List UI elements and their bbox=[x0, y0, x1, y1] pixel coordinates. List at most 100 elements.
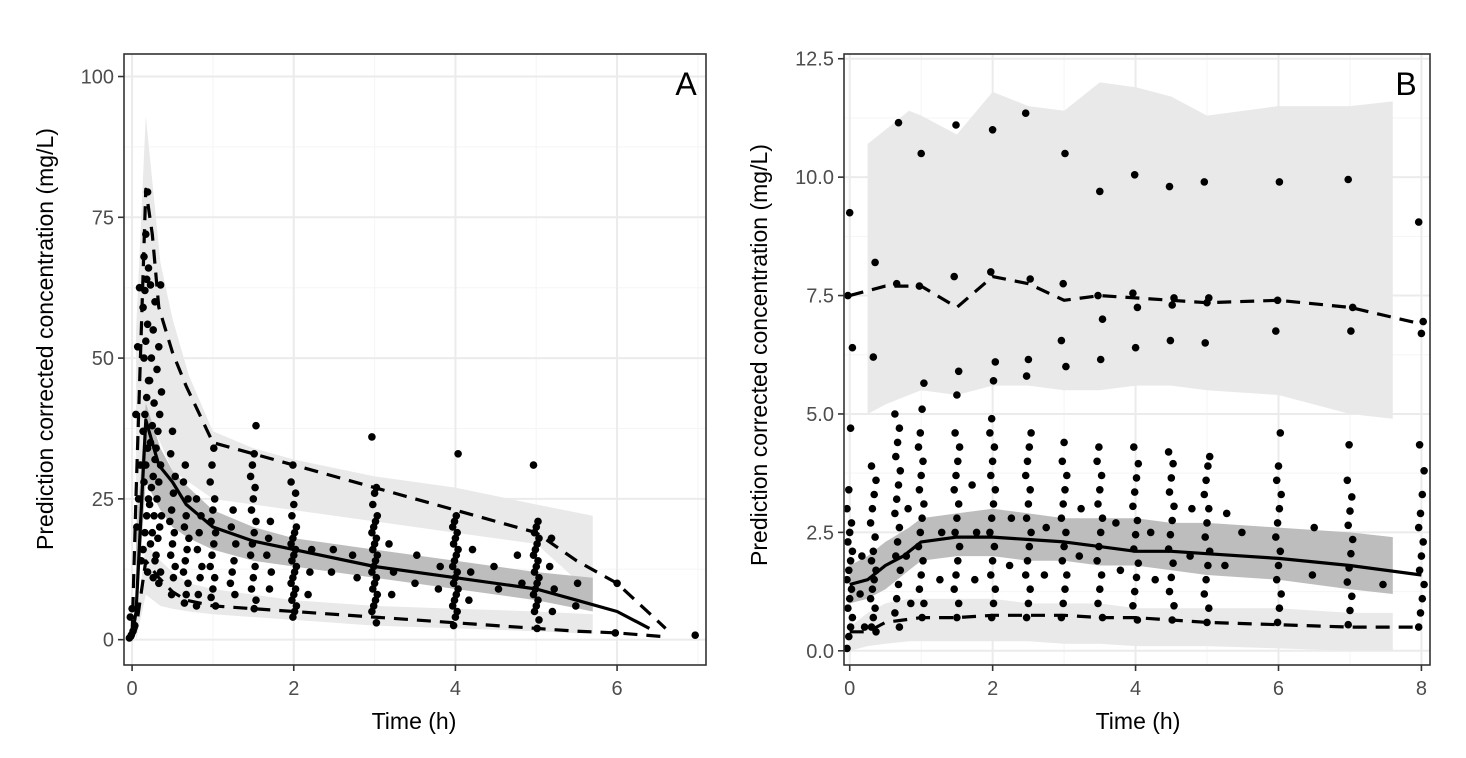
panel-b-data-point bbox=[895, 523, 904, 532]
panel-a-data-point bbox=[249, 573, 258, 582]
panel-b-data-point bbox=[1200, 178, 1209, 186]
panel-b-data-point bbox=[1414, 523, 1423, 532]
panel-a-band-1-median bbox=[136, 403, 593, 623]
panel-b-data-point bbox=[918, 405, 926, 414]
panel-a-data-point bbox=[327, 568, 336, 576]
panel-b-data-point bbox=[1062, 528, 1070, 537]
panel-b-data-point bbox=[1131, 343, 1140, 352]
panel-a-data-point bbox=[147, 354, 156, 362]
panel-b-data-point bbox=[845, 632, 853, 641]
panel-b-data-point bbox=[989, 599, 998, 608]
panel-b-band-2-outer bbox=[849, 598, 1393, 651]
panel-a-data-point bbox=[373, 512, 382, 520]
panel-b-data-point bbox=[896, 566, 905, 575]
panel-a-data-point bbox=[144, 264, 153, 272]
panel-a-data-point bbox=[246, 551, 255, 559]
panel-b-data-point bbox=[1277, 590, 1285, 598]
panel-b-data-point bbox=[1343, 578, 1352, 586]
panel-b-data-point bbox=[915, 486, 924, 494]
panel-b-data-point bbox=[951, 429, 959, 437]
panel-b-data-point bbox=[1024, 355, 1033, 364]
panel-b-data-point bbox=[1112, 519, 1120, 527]
panel-a-data-layer bbox=[125, 115, 699, 642]
panel-b-data-point bbox=[846, 623, 855, 631]
panel-b-data-point bbox=[1420, 580, 1428, 589]
panel-b-data-point bbox=[895, 623, 904, 631]
panel-b-x-tick-label: 0 bbox=[844, 678, 855, 700]
panel-a-data-point bbox=[434, 585, 443, 593]
panel-b-data-point bbox=[858, 552, 866, 560]
panel-b-data-point bbox=[847, 519, 856, 527]
panel-a-data-point bbox=[611, 629, 620, 637]
panel-a-data-point bbox=[171, 472, 179, 481]
panel-a-data-point bbox=[149, 573, 157, 582]
panel-b-data-point bbox=[1023, 457, 1032, 466]
panel-a-data-point bbox=[306, 568, 314, 576]
panel-b-data-point bbox=[891, 410, 899, 418]
panel-a-data-point bbox=[290, 500, 298, 509]
panel-a-data-point bbox=[550, 585, 558, 593]
panel-a-x-axis-title: Time (h) bbox=[372, 708, 457, 734]
panel-a-data-point bbox=[198, 562, 206, 571]
panel-b-data-point bbox=[848, 613, 857, 622]
panel-a-data-point bbox=[372, 573, 381, 582]
panel-b-data-point bbox=[1133, 303, 1142, 312]
panel-a-data-point bbox=[206, 562, 214, 571]
panel-b-data-point bbox=[845, 566, 853, 575]
panel-b-data-point bbox=[869, 613, 878, 622]
panel-b-data-point bbox=[1308, 571, 1317, 579]
panel-b-data-point bbox=[866, 519, 875, 527]
panel-a-data-point bbox=[304, 590, 312, 599]
panel-b-data-point bbox=[1024, 599, 1033, 608]
panel-a-data-point bbox=[373, 551, 382, 559]
panel-b-data-point bbox=[1097, 471, 1106, 480]
panel-b-data-point bbox=[987, 414, 996, 423]
panel-b-data-point bbox=[1272, 476, 1281, 485]
panel-a-data-point bbox=[168, 427, 177, 436]
panel-b-data-point bbox=[987, 268, 995, 276]
panel-b-data-point bbox=[914, 443, 923, 451]
panel-b-data-point bbox=[1022, 613, 1031, 622]
panel-a-data-point bbox=[513, 551, 522, 559]
panel-a-data-point bbox=[248, 461, 257, 469]
panel-a-data-point bbox=[250, 528, 258, 537]
panel-b-data-point bbox=[1167, 573, 1176, 582]
panel-a-data-point bbox=[329, 545, 338, 554]
panel-b-data-point bbox=[971, 575, 979, 584]
panel-b-data-point bbox=[1165, 182, 1174, 191]
panel-a-data-point bbox=[147, 483, 156, 492]
panel-a-data-point bbox=[387, 590, 396, 599]
panel-a-data-point bbox=[179, 478, 188, 486]
panel-b-data-point bbox=[1205, 452, 1214, 461]
panel-a-data-point bbox=[182, 512, 190, 520]
panel-b-data-point bbox=[986, 528, 994, 537]
panel-b-data-point bbox=[1098, 514, 1107, 522]
panel-b-data-point bbox=[845, 486, 853, 494]
panel-a-x-tick-label: 2 bbox=[288, 678, 299, 700]
panel-b-data-point bbox=[1060, 542, 1068, 551]
panel-a-data-point bbox=[535, 534, 543, 543]
panel-a-data-point bbox=[157, 512, 166, 520]
panel-b-band-1-median bbox=[849, 508, 1393, 604]
panel-a-data-point bbox=[141, 410, 149, 419]
panel-a-data-point bbox=[155, 523, 164, 531]
panel-a-data-point bbox=[534, 517, 542, 526]
panel-b-data-point bbox=[953, 514, 961, 522]
panel-a-x-tick-label: 0 bbox=[127, 678, 138, 700]
panel-b-data-point bbox=[895, 424, 904, 433]
panel-b-data-point bbox=[1025, 542, 1034, 551]
panel-b-data-point bbox=[1021, 109, 1030, 117]
panel-b-data-point bbox=[1094, 599, 1102, 608]
panel-a-data-point bbox=[369, 500, 377, 509]
panel-b-data-point bbox=[1273, 296, 1282, 305]
panel-a-data-point bbox=[155, 478, 163, 486]
panel-a-data-point bbox=[146, 281, 155, 289]
panel-b-data-point bbox=[1063, 471, 1071, 480]
panel-b-data-point bbox=[860, 623, 869, 631]
panel-b-data-point bbox=[1202, 575, 1210, 584]
panel-b-data-point bbox=[1129, 289, 1137, 298]
panel-a-data-point bbox=[251, 483, 259, 492]
panel-b-data-point bbox=[1168, 301, 1176, 309]
panel-b-data-point bbox=[1057, 336, 1066, 345]
panel-b-data-point bbox=[1166, 530, 1175, 539]
